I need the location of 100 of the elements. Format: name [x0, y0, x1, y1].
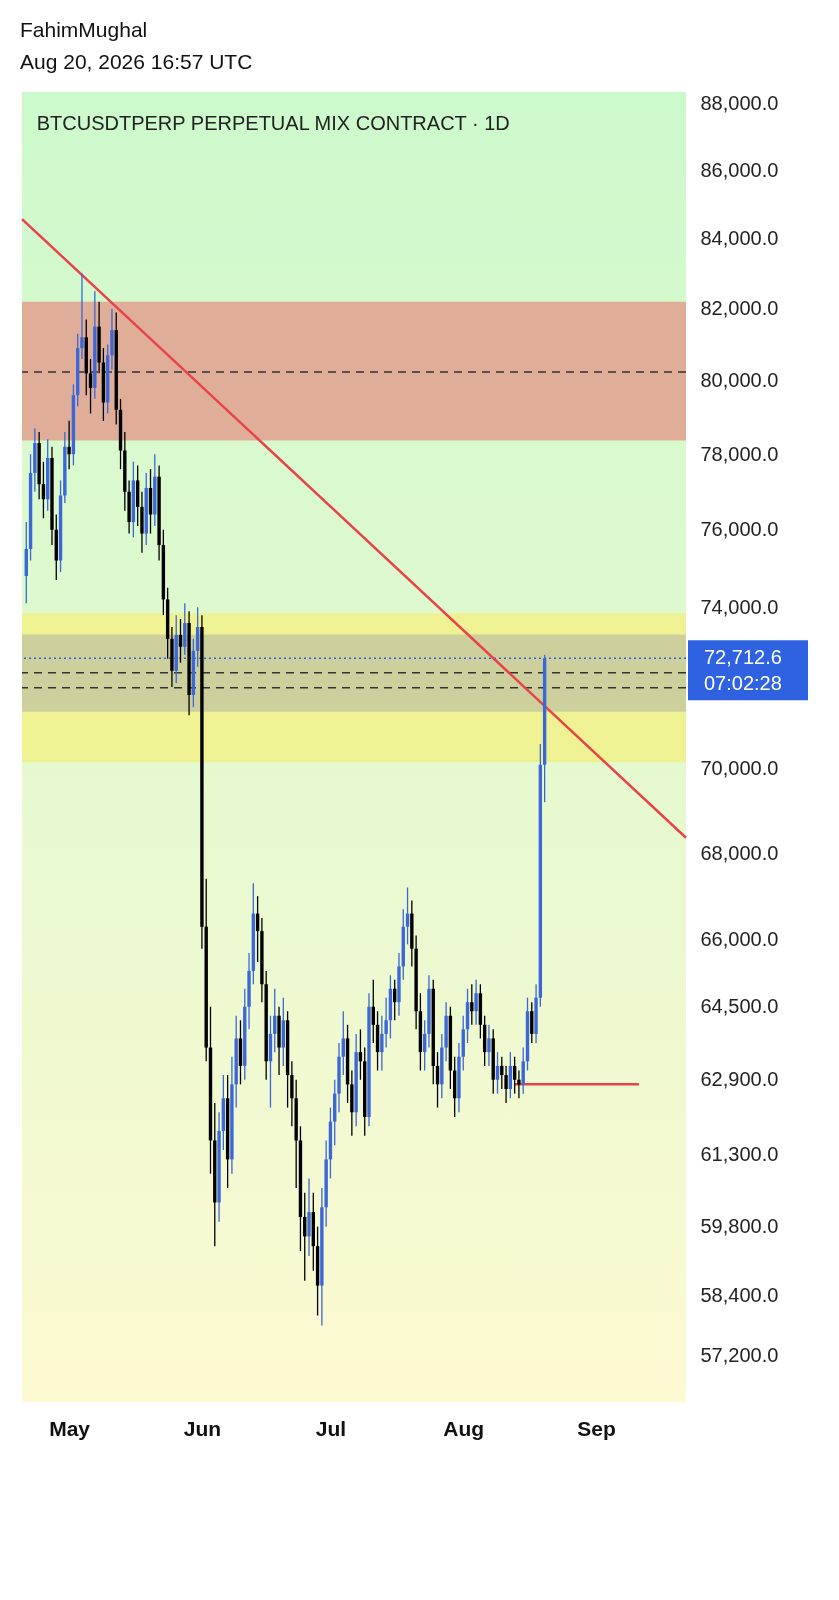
candlestick	[281, 997, 286, 1067]
x-tick-label: Jun	[183, 1416, 222, 1440]
candlestick	[144, 472, 148, 546]
candlestick	[80, 272, 84, 360]
candlestick	[50, 446, 54, 546]
y-tick-label: 58,400.0	[700, 1284, 779, 1307]
candlestick	[135, 464, 140, 527]
candlestick	[367, 992, 371, 1127]
candlestick	[204, 878, 208, 1062]
candlestick	[521, 1046, 525, 1095]
candlestick	[225, 1074, 230, 1189]
candlestick	[140, 491, 144, 554]
candlestick	[422, 1019, 427, 1072]
y-tick-label: 68,000.0	[700, 841, 779, 864]
x-tick-label: Jul	[315, 1416, 347, 1440]
candlestick	[101, 347, 106, 422]
candlestick	[46, 438, 50, 512]
candlestick	[470, 983, 474, 1026]
candlestick	[105, 343, 110, 415]
candlestick	[542, 654, 547, 803]
candlestick	[238, 1019, 243, 1086]
candlestick	[431, 979, 435, 1086]
candlestick	[24, 521, 28, 604]
candlestick	[354, 1033, 358, 1127]
candlestick	[384, 997, 388, 1049]
text: FahimMughal	[20, 17, 149, 43]
candlestick	[363, 1046, 367, 1137]
candlestick	[161, 529, 166, 616]
candlestick	[75, 333, 80, 407]
candlestick	[247, 952, 251, 1030]
candlestick	[401, 908, 405, 981]
candlestick	[54, 513, 58, 581]
candlestick	[187, 610, 191, 716]
candlestick	[307, 1177, 311, 1257]
candlestick	[157, 464, 161, 562]
x-tick-label: May	[49, 1416, 91, 1440]
candlestick	[482, 1015, 487, 1067]
candlestick	[243, 988, 247, 1081]
candlestick	[337, 1042, 341, 1113]
y-tick-label: 88,000.0	[700, 92, 779, 115]
y-tick-label: 70,000.0	[700, 757, 779, 780]
candlestick	[478, 983, 483, 1040]
candlestick	[452, 1056, 457, 1118]
candlestick	[435, 1051, 440, 1109]
candlestick	[303, 1192, 307, 1282]
ref-line-label: 72,712.6	[704, 646, 782, 669]
candlestick	[277, 1006, 281, 1076]
candlestick	[465, 988, 470, 1044]
candlestick	[93, 290, 97, 400]
candlestick	[448, 1006, 453, 1090]
candlestick	[268, 1015, 273, 1109]
candlestick	[333, 1079, 337, 1146]
candlestick	[183, 602, 187, 656]
y-tick-label: 78,000.0	[700, 442, 779, 465]
y-tick-label: 76,000.0	[700, 518, 779, 541]
candlestick	[63, 431, 67, 504]
candlestick	[110, 308, 114, 371]
candlestick	[315, 1226, 320, 1317]
candlestick	[200, 614, 204, 950]
candlestick	[534, 983, 538, 1044]
candlestick	[33, 427, 37, 493]
y-tick-label: 62,900.0	[700, 1068, 779, 1091]
y-tick-label: 61,300.0	[700, 1143, 779, 1166]
candlestick	[538, 743, 543, 1008]
candlestick	[397, 952, 401, 1017]
candlestick	[350, 1069, 354, 1137]
y-tick-label: 80,000.0	[700, 369, 779, 392]
candlestick	[273, 988, 277, 1053]
candlestick	[345, 1024, 350, 1104]
candlestick	[388, 974, 393, 1040]
y-tick-label: 66,000.0	[700, 928, 779, 951]
candlestick	[457, 1042, 461, 1113]
candlestick	[427, 974, 431, 1049]
candlestick	[298, 1125, 303, 1252]
x-tick-label: Sep	[577, 1416, 616, 1440]
candlestick	[504, 1065, 508, 1104]
candlestick	[84, 318, 88, 396]
candlestick	[487, 1024, 491, 1067]
candlestick	[461, 1015, 465, 1072]
candlestick	[118, 398, 123, 470]
y-tick-label: 57,200.0	[700, 1344, 779, 1367]
candlestick	[375, 1010, 380, 1072]
candlestick	[217, 1111, 221, 1223]
candlestick	[208, 1006, 213, 1175]
candlestick	[508, 1051, 513, 1099]
candlestick	[328, 1106, 333, 1180]
candlestick	[474, 979, 478, 1026]
y-tick-label: 84,000.0	[700, 227, 779, 250]
y-tick-label: 64,500.0	[700, 995, 779, 1018]
candlestick	[148, 468, 153, 535]
candlestick	[28, 453, 33, 562]
y-tick-label: 59,800.0	[700, 1215, 779, 1238]
candlestick	[311, 1192, 315, 1272]
candlestick	[97, 301, 101, 375]
y-tick-label: 86,000.0	[700, 158, 779, 181]
candlestick	[58, 479, 63, 573]
candlestick	[165, 587, 170, 660]
candlestick	[213, 1102, 217, 1247]
candlestick	[371, 979, 375, 1044]
candlestick	[491, 1028, 495, 1095]
